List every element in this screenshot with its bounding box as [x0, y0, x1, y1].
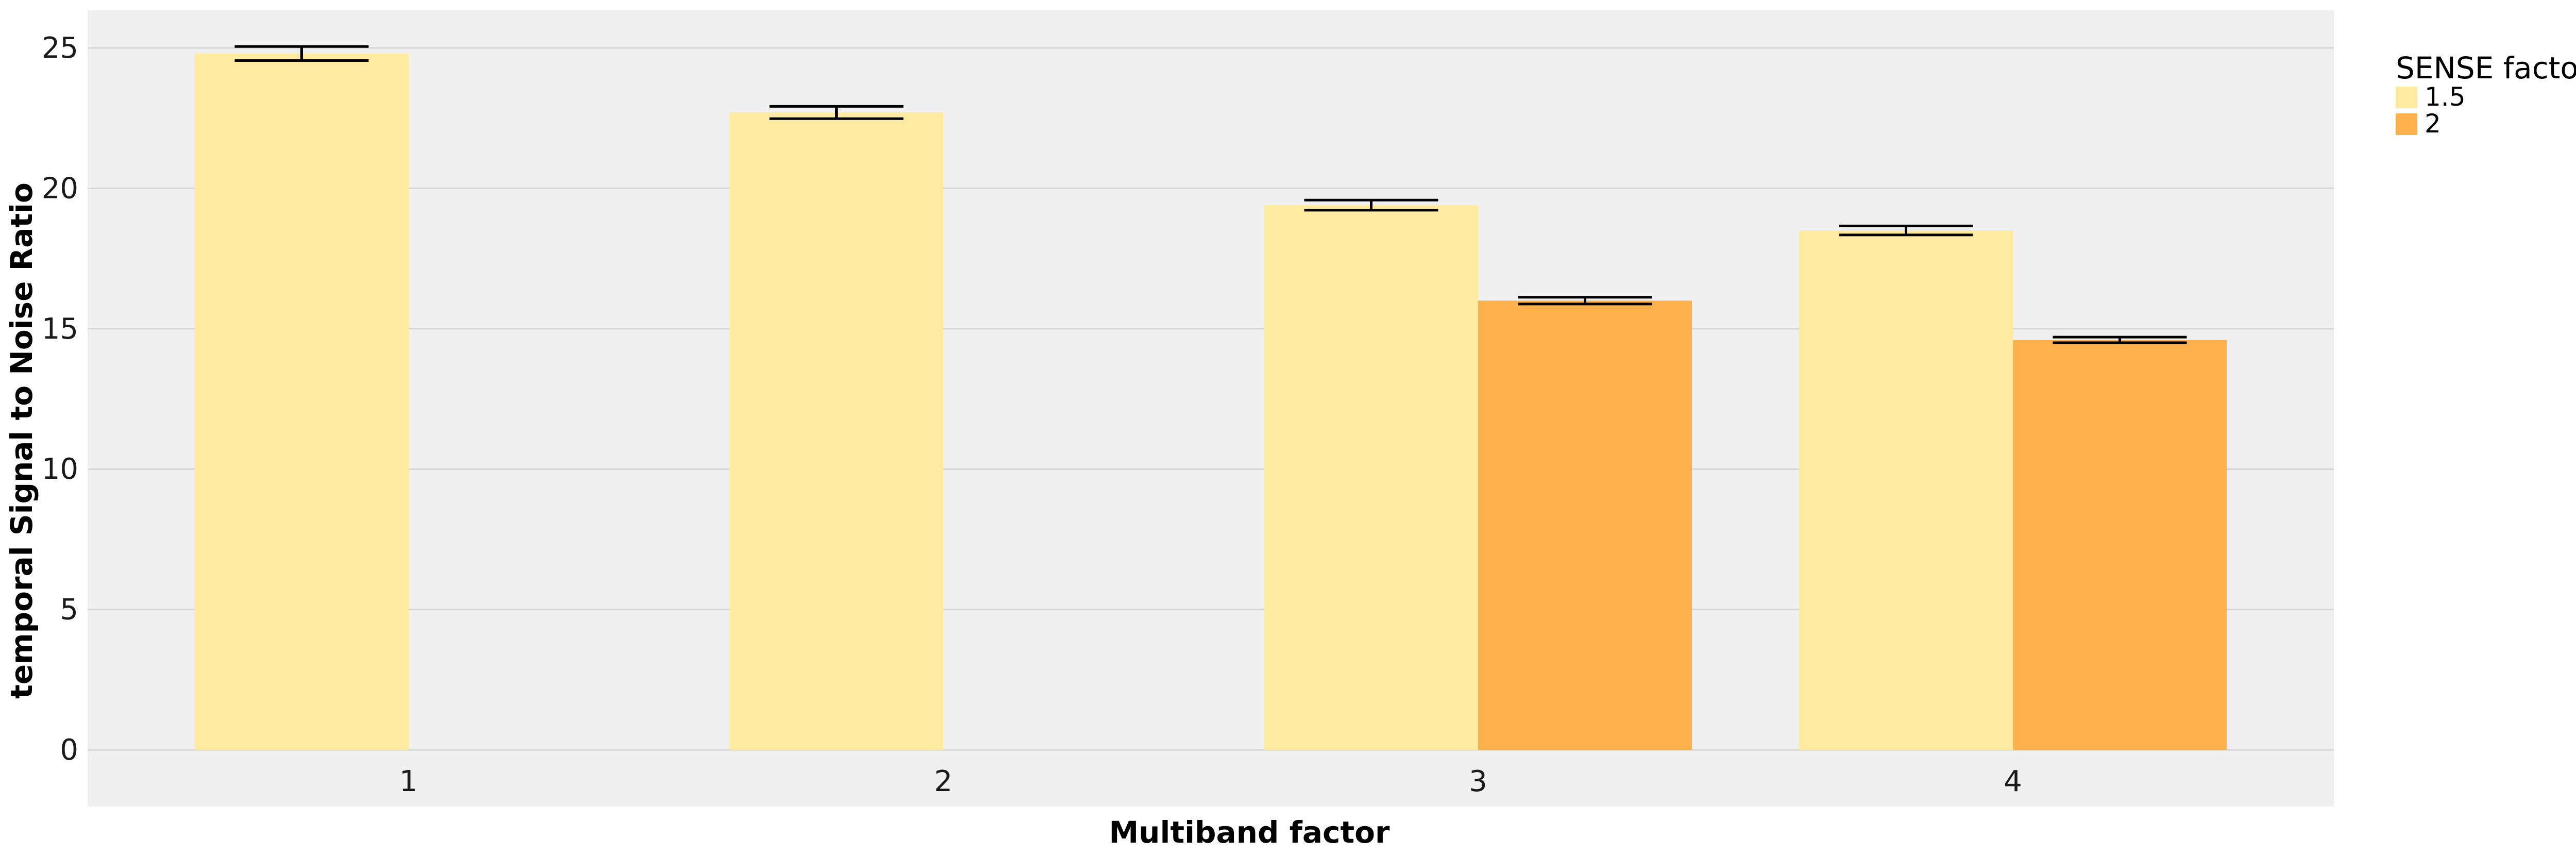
error-bar-2-1.5 [769, 105, 904, 120]
y-tick-label-15: 15 [42, 312, 78, 346]
legend-title: SENSE factor [2396, 51, 2576, 86]
error-bar-3-1.5 [1304, 198, 1438, 212]
y-tick-label-0: 0 [60, 733, 78, 767]
bar-4-2 [2013, 340, 2227, 750]
legend-item-2: 2 [2396, 109, 2441, 139]
bar-2-1.5 [730, 112, 943, 750]
legend-swatch-2 [2396, 113, 2417, 135]
x-tick-label-1: 1 [399, 765, 418, 798]
error-bars [234, 45, 2187, 344]
y-axis-title: temporal Signal to Noise Ratio [4, 182, 39, 699]
legend-item-1.5: 1.5 [2396, 82, 2466, 112]
bar-3-2 [1478, 300, 1692, 750]
legend-items: 1.52 [2396, 82, 2466, 139]
bars [195, 53, 2227, 750]
y-tick-label-10: 10 [42, 452, 78, 486]
error-bar-4-1.5 [1839, 224, 1973, 237]
legend: SENSE factor 1.52 [2396, 51, 2576, 139]
y-tick-label-20: 20 [42, 172, 78, 205]
legend-label-2: 2 [2425, 109, 2441, 139]
y-tick-labels: 0 5 10 15 20 25 [42, 31, 78, 767]
x-tick-label-3: 3 [1469, 765, 1487, 798]
y-tick-label-5: 5 [60, 593, 78, 627]
bar-3-1.5 [1264, 205, 1478, 750]
error-bar-1-1.5 [234, 45, 369, 62]
y-tick-label-25: 25 [42, 31, 78, 65]
legend-label-1.5: 1.5 [2425, 82, 2466, 112]
x-axis-title: Multiband factor [1109, 815, 1389, 850]
x-tick-label-2: 2 [934, 765, 953, 798]
gridlines [88, 47, 2334, 751]
error-bar-3-2 [1518, 296, 1652, 306]
bar-4-1.5 [1799, 230, 2013, 750]
bar-1-1.5 [195, 53, 409, 750]
x-tick-labels: 1 2 3 4 [399, 765, 2022, 798]
legend-swatch-1.5 [2396, 87, 2417, 108]
x-tick-label-4: 4 [2004, 765, 2022, 798]
error-bar-4-2 [2053, 336, 2187, 344]
